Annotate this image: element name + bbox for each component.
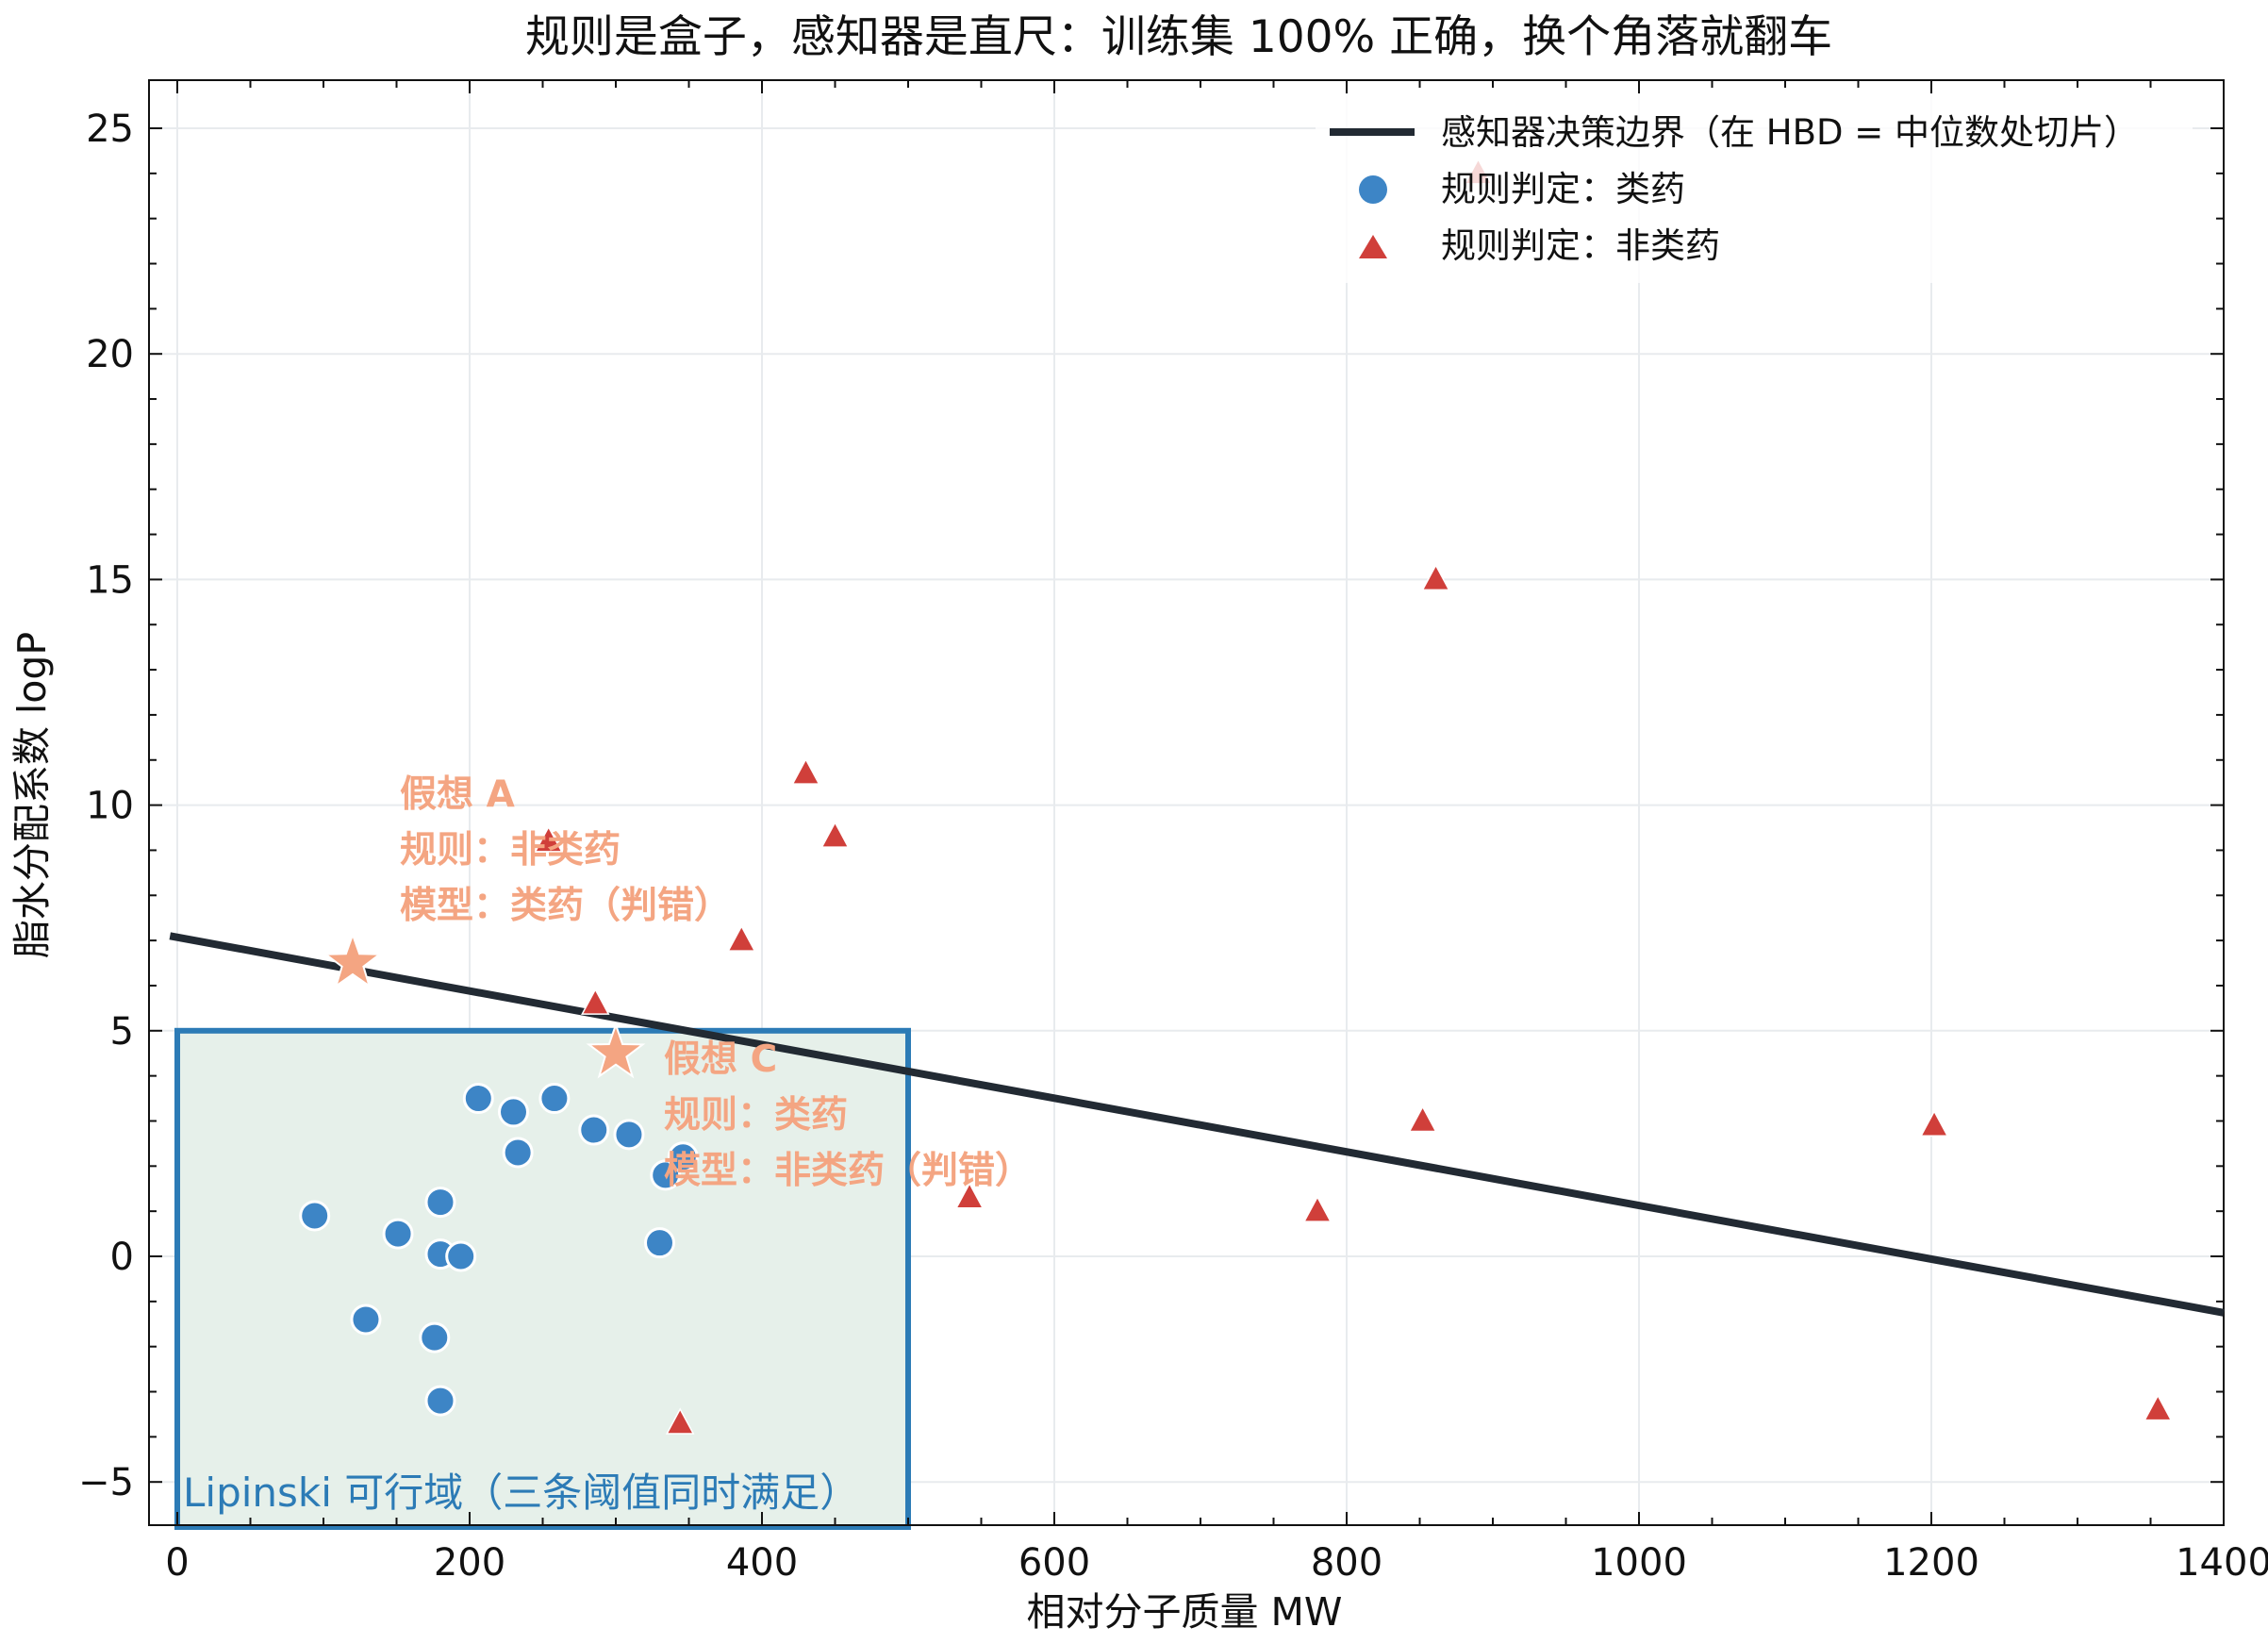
non-druglike-point bbox=[665, 1407, 695, 1435]
druglike-point bbox=[667, 1141, 699, 1173]
lipinski-region: Lipinski 可行域（三条阈值同时满足） bbox=[174, 1027, 911, 1531]
druglike-point bbox=[502, 1137, 534, 1169]
hypothesis-star-marker bbox=[323, 931, 383, 988]
x-axis-label: 相对分子质量 MW bbox=[1027, 1589, 1343, 1635]
y-tick-label: 5 bbox=[110, 1010, 134, 1054]
axis-ticks bbox=[149, 80, 2225, 1525]
y-tick-label: 20 bbox=[86, 333, 134, 376]
y-tick-label: 0 bbox=[110, 1236, 134, 1279]
perceptron-boundary-line bbox=[169, 932, 2225, 1317]
druglike-point bbox=[445, 1240, 477, 1272]
non-druglike-point bbox=[791, 757, 820, 785]
hypothesis-annotation-line: 假想 A bbox=[400, 773, 515, 816]
y-tick-label: 15 bbox=[86, 558, 134, 602]
x-tick-label: 1400 bbox=[2176, 1541, 2268, 1585]
non-druglike-point bbox=[1421, 563, 1450, 591]
druglike-point bbox=[498, 1096, 529, 1128]
legend: 感知器决策边界（在 HBD = 中位数处切片） 规则判定：类药 规则判定：非类药 bbox=[1316, 94, 2193, 283]
hypothesis-annotation-line: 模型：非类药（判错） bbox=[664, 1150, 1032, 1192]
druglike-point bbox=[578, 1114, 610, 1146]
hypothesis-star-marker bbox=[586, 1021, 646, 1079]
non-druglike-point bbox=[820, 821, 850, 848]
druglike-point bbox=[424, 1187, 456, 1219]
druglike-point bbox=[299, 1200, 331, 1232]
legend-box bbox=[1316, 94, 2193, 283]
hypothesis-annotation-line: 规则：类药 bbox=[664, 1094, 848, 1137]
x-tick-label: 800 bbox=[1311, 1541, 1382, 1585]
x-tick-label: 1000 bbox=[1591, 1541, 1687, 1585]
druglike-point bbox=[613, 1119, 645, 1151]
hypothesis-annotation-line: 规则：非类药 bbox=[400, 829, 621, 872]
hypothesis-annotation-line: 假想 C bbox=[664, 1038, 777, 1081]
druglike-point bbox=[382, 1218, 414, 1250]
x-tick-label: 600 bbox=[1018, 1541, 1090, 1585]
legend-non-druglike-label: 规则判定：非类药 bbox=[1441, 225, 1720, 266]
non-druglike-point bbox=[727, 924, 756, 952]
druglike-point bbox=[644, 1227, 675, 1259]
x-tick-label: 1200 bbox=[1883, 1541, 1979, 1585]
non-druglike-point bbox=[581, 988, 610, 1015]
druglike-point bbox=[538, 1083, 571, 1115]
druglike-point bbox=[462, 1083, 494, 1115]
lipinski-region-label: Lipinski 可行域（三条阈值同时满足） bbox=[183, 1470, 859, 1516]
y-tick-label: 25 bbox=[86, 108, 134, 151]
chart-title: 规则是盒子，感知器是直尺：训练集 100% 正确，换个角落就翻车 bbox=[525, 11, 1832, 63]
druglike-points bbox=[299, 1083, 699, 1417]
non-druglike-point bbox=[1919, 1109, 1949, 1138]
non-druglike-point bbox=[534, 825, 563, 853]
non-druglike-point bbox=[2143, 1394, 2173, 1421]
x-tick-label: 400 bbox=[726, 1541, 798, 1585]
druglike-point bbox=[424, 1385, 456, 1417]
druglike-point bbox=[419, 1321, 451, 1353]
y-tick-label: −5 bbox=[78, 1461, 134, 1504]
lipinski-region-box bbox=[174, 1027, 911, 1531]
non-druglike-point bbox=[954, 1182, 985, 1209]
legend-boundary-label: 感知器决策边界（在 HBD = 中位数处切片） bbox=[1441, 112, 2139, 153]
plot-border bbox=[148, 79, 2225, 1526]
legend-druglike-label: 规则判定：类药 bbox=[1441, 169, 1685, 209]
hypothesis-annotation-line: 模型：类药（判错） bbox=[400, 885, 731, 927]
y-tick-labels: −5 0 5 10 15 20 25 bbox=[78, 108, 134, 1504]
x-tick-label: 0 bbox=[165, 1541, 189, 1585]
druglike-point bbox=[350, 1304, 382, 1336]
x-tick-label: 200 bbox=[434, 1541, 505, 1585]
non-druglike-point bbox=[1302, 1195, 1333, 1222]
legend-non-druglike-swatch bbox=[1359, 235, 1387, 258]
y-tick-label: 10 bbox=[86, 785, 134, 828]
y-axis-label: 脂水分配系数 logP bbox=[9, 632, 55, 958]
non-druglike-point bbox=[1408, 1104, 1437, 1133]
x-tick-labels: 0 200 400 600 800 1000 1200 1400 bbox=[165, 1541, 2268, 1585]
plot-frame bbox=[148, 79, 2225, 1526]
legend-druglike-swatch bbox=[1359, 175, 1387, 204]
